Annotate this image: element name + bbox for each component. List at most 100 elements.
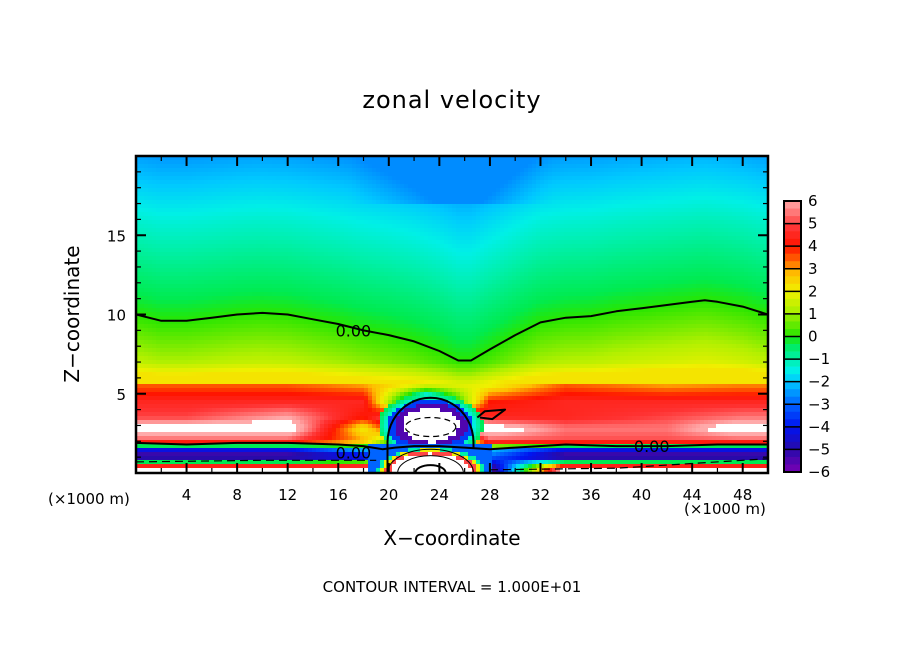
field-cell — [736, 172, 741, 177]
field-cell — [488, 236, 493, 241]
field-cell — [144, 208, 149, 213]
field-cell — [204, 172, 209, 177]
field-cell — [496, 240, 501, 245]
field-cell — [748, 240, 753, 245]
field-cell — [608, 216, 613, 221]
field-cell — [536, 228, 541, 233]
field-cell — [220, 252, 225, 257]
field-cell — [268, 248, 273, 253]
field-cell — [616, 172, 621, 177]
field-cell — [196, 172, 201, 177]
field-cell — [220, 172, 225, 177]
field-cell — [564, 192, 569, 197]
field-cell — [452, 216, 457, 221]
field-cell — [180, 268, 185, 273]
field-cell — [588, 188, 593, 193]
field-cell — [280, 188, 285, 193]
field-cell — [692, 176, 697, 181]
field-cell — [708, 212, 713, 217]
field-cell — [412, 176, 417, 181]
field-cell — [484, 260, 489, 265]
field-cell — [268, 160, 273, 165]
field-cell — [256, 208, 261, 213]
field-cell — [316, 172, 321, 177]
field-cell — [136, 208, 141, 213]
field-cell — [340, 264, 345, 269]
field-cell — [232, 220, 237, 225]
field-cell — [336, 244, 341, 249]
field-cell — [188, 272, 193, 277]
field-cell — [276, 164, 281, 169]
field-cell — [492, 188, 497, 193]
field-cell — [244, 156, 249, 161]
field-cell — [588, 224, 593, 229]
field-cell — [312, 268, 317, 273]
field-cell — [180, 240, 185, 245]
field-cell — [744, 200, 749, 205]
field-cell — [560, 200, 565, 205]
field-cell — [668, 180, 673, 185]
field-cell — [424, 164, 429, 169]
field-cell — [640, 236, 645, 241]
field-cell — [688, 240, 693, 245]
field-cell — [164, 276, 169, 281]
field-cell — [632, 228, 637, 233]
field-cell — [460, 212, 465, 217]
field-cell — [280, 216, 285, 221]
field-cell — [188, 168, 193, 173]
field-cell — [456, 192, 461, 197]
field-cell — [396, 240, 401, 245]
field-cell — [252, 248, 257, 253]
field-cell — [648, 204, 653, 209]
field-cell — [388, 196, 393, 201]
field-cell — [424, 156, 429, 161]
field-cell — [736, 192, 741, 197]
field-cell — [616, 212, 621, 217]
field-cell — [456, 228, 461, 233]
field-cell — [196, 204, 201, 209]
field-cell — [484, 240, 489, 245]
field-cell — [396, 272, 401, 277]
field-cell — [360, 260, 365, 265]
field-cell — [300, 168, 305, 173]
field-cell — [368, 180, 373, 185]
field-cell — [220, 204, 225, 209]
field-cell — [396, 200, 401, 205]
field-cell — [460, 216, 465, 221]
field-cell — [324, 192, 329, 197]
field-cell — [492, 268, 497, 273]
field-cell — [232, 208, 237, 213]
field-cell — [140, 200, 145, 205]
field-cell — [488, 220, 493, 225]
field-cell — [752, 264, 757, 269]
field-cell — [764, 208, 768, 213]
field-cell — [640, 168, 645, 173]
field-cell — [696, 240, 701, 245]
field-cell — [156, 216, 161, 221]
field-cell — [428, 252, 433, 257]
field-cell — [432, 160, 437, 165]
field-cell — [716, 216, 721, 221]
field-cell — [516, 176, 521, 181]
field-cell — [640, 252, 645, 257]
field-cell — [444, 204, 449, 209]
field-cell — [676, 240, 681, 245]
field-cell — [484, 192, 489, 197]
field-cell — [452, 220, 457, 225]
field-cell — [656, 240, 661, 245]
field-cell — [324, 156, 329, 161]
field-cell — [224, 236, 229, 241]
field-cell — [272, 212, 277, 217]
field-cell — [648, 156, 653, 161]
field-cell — [348, 212, 353, 217]
field-cell — [400, 240, 405, 245]
field-cell — [528, 184, 533, 189]
field-cell — [744, 224, 749, 229]
field-cell — [444, 200, 449, 205]
field-cell — [624, 276, 629, 281]
field-cell — [340, 200, 345, 205]
field-cell — [672, 220, 677, 225]
field-cell — [392, 196, 397, 201]
field-cell — [616, 260, 621, 265]
field-cell — [640, 176, 645, 181]
